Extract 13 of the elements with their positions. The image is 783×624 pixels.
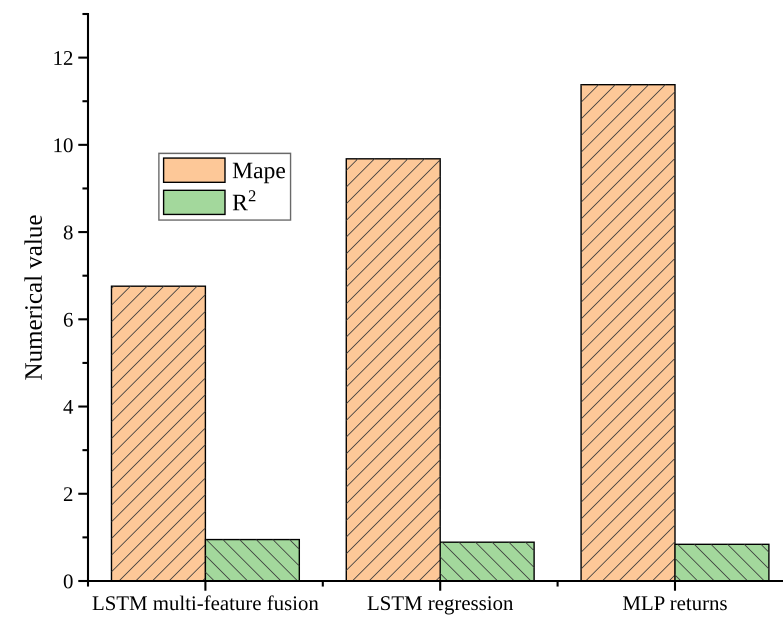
y-tick-label: 8 — [64, 225, 73, 240]
y-tick-label: 0 — [64, 574, 73, 588]
x-tick-label: LSTM multi-feature fusion — [92, 595, 318, 610]
legend-label: Mape — [232, 162, 286, 184]
y-tick-label: 2 — [64, 487, 72, 501]
x-tick-label: MLP returns — [623, 596, 727, 610]
y-axis-title: Numerical value — [24, 215, 42, 380]
y-tick-label: 12 — [54, 51, 72, 65]
y-tick-label: 4 — [63, 400, 74, 414]
y-tick-label: 10 — [54, 138, 73, 152]
y-tick-label: 6 — [64, 312, 73, 327]
x-tick-label: LSTM regression — [368, 596, 514, 614]
legend-label: R$^{2}$ — [232, 190, 256, 210]
